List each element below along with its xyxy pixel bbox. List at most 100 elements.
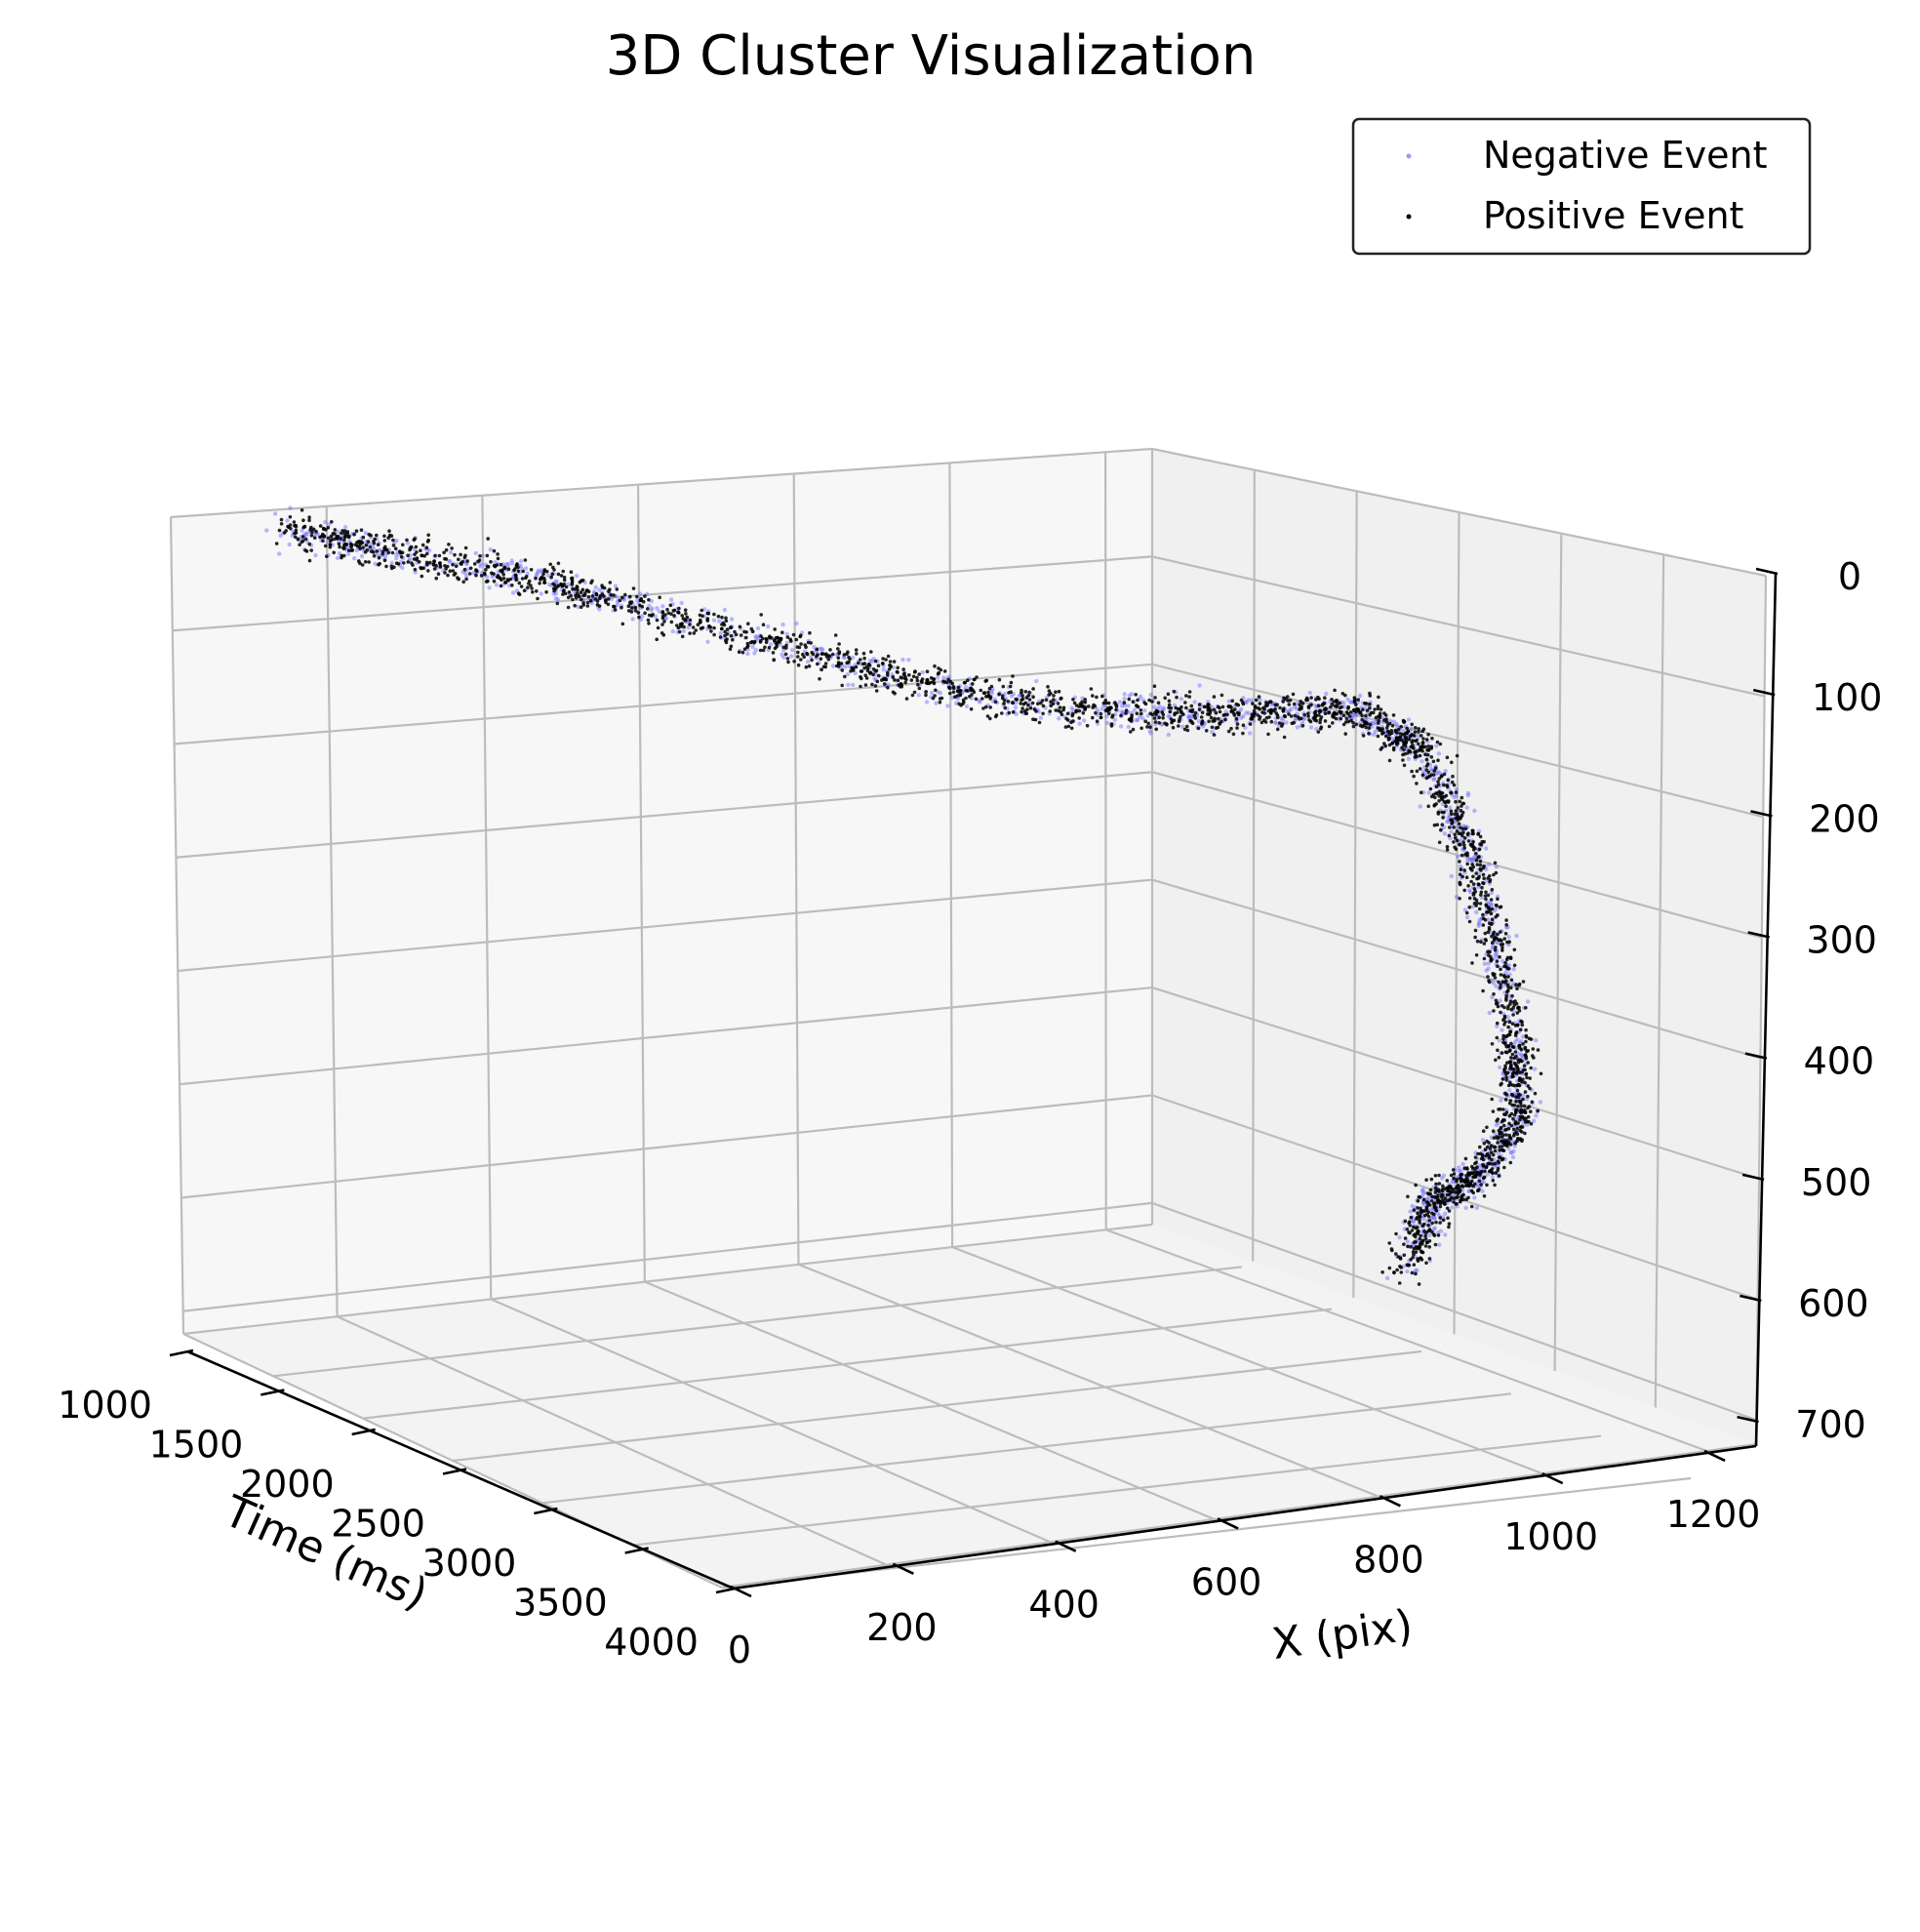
positive-event-point xyxy=(1438,1221,1442,1225)
negative-event-point xyxy=(755,636,761,641)
negative-event-point xyxy=(1009,694,1015,699)
y-tick-label: 300 xyxy=(1806,919,1877,962)
negative-event-point xyxy=(1472,1195,1477,1200)
positive-event-point xyxy=(1504,1078,1508,1082)
positive-event-point xyxy=(1512,1003,1517,1007)
positive-event-point xyxy=(1465,1176,1469,1181)
positive-event-point xyxy=(1482,956,1487,961)
x-axis-label: X (pix) xyxy=(1269,1600,1416,1670)
negative-event-point xyxy=(1432,1216,1438,1222)
positive-event-point xyxy=(1065,711,1070,716)
positive-event-point xyxy=(1074,708,1079,712)
positive-event-point xyxy=(503,581,507,584)
negative-event-point xyxy=(1490,902,1495,907)
positive-event-point xyxy=(786,660,790,664)
positive-event-point xyxy=(1313,715,1317,719)
positive-event-point xyxy=(1163,696,1167,701)
positive-event-point xyxy=(1039,701,1043,705)
positive-event-point xyxy=(1407,1221,1411,1226)
positive-event-point xyxy=(1060,696,1063,701)
positive-event-point xyxy=(1478,863,1483,867)
positive-event-point xyxy=(1275,727,1280,732)
negative-event-point xyxy=(1454,793,1459,798)
positive-event-point xyxy=(1398,1265,1402,1268)
positive-event-point xyxy=(1477,1179,1482,1184)
positive-event-point xyxy=(1257,695,1261,699)
positive-event-point xyxy=(1456,806,1460,810)
positive-event-point xyxy=(1389,1247,1394,1251)
positive-event-point xyxy=(1437,777,1442,781)
positive-event-point xyxy=(1169,717,1174,721)
positive-event-point xyxy=(1484,903,1488,907)
positive-event-point xyxy=(1291,692,1296,697)
positive-event-point xyxy=(620,605,623,610)
positive-event-point xyxy=(932,681,937,686)
positive-event-point xyxy=(1508,1080,1512,1084)
positive-event-point xyxy=(1129,716,1133,720)
positive-event-point xyxy=(442,550,446,555)
positive-event-point xyxy=(1438,1204,1443,1209)
positive-event-point xyxy=(699,626,703,630)
positive-event-point xyxy=(1426,1200,1430,1205)
positive-event-point xyxy=(1491,972,1495,976)
positive-event-point xyxy=(483,573,487,577)
negative-event-point xyxy=(755,625,761,631)
positive-event-point xyxy=(1513,1109,1518,1114)
positive-event-point xyxy=(1499,983,1502,986)
positive-event-point xyxy=(1184,705,1188,710)
positive-event-point xyxy=(912,669,917,674)
positive-event-point xyxy=(1500,948,1504,952)
positive-event-point xyxy=(1520,1139,1524,1144)
positive-event-point xyxy=(854,648,859,652)
positive-event-point xyxy=(1409,1245,1413,1249)
positive-event-point xyxy=(1376,706,1380,711)
positive-event-point xyxy=(1517,1070,1522,1074)
positive-event-point xyxy=(1439,827,1443,832)
negative-event-point xyxy=(1384,1275,1390,1281)
positive-event-point xyxy=(729,633,734,638)
positive-event-point xyxy=(1033,717,1038,722)
positive-event-point xyxy=(1513,999,1517,1003)
negative-event-point xyxy=(277,551,282,556)
positive-event-point xyxy=(1501,1036,1505,1041)
negative-event-point xyxy=(1466,888,1472,893)
positive-event-point xyxy=(660,631,664,635)
negative-event-point xyxy=(1238,706,1244,712)
positive-event-point xyxy=(1447,833,1452,838)
positive-event-point xyxy=(1187,690,1192,694)
positive-event-point xyxy=(1308,719,1313,724)
positive-event-point xyxy=(1188,708,1193,713)
negative-event-point xyxy=(278,533,283,539)
positive-event-point xyxy=(1153,720,1158,724)
time-tick-label: 1000 xyxy=(58,1384,152,1427)
positive-event-point xyxy=(1458,799,1461,804)
negative-event-point xyxy=(1126,724,1132,730)
grid-line-time-side xyxy=(1352,491,1358,1299)
positive-event-point xyxy=(1459,1180,1463,1184)
positive-event-point xyxy=(1496,913,1500,917)
negative-event-point xyxy=(1353,713,1359,718)
grid-line-time-side xyxy=(1252,469,1256,1262)
positive-event-point xyxy=(1520,1070,1524,1074)
negative-event-point xyxy=(868,659,873,664)
positive-event-point xyxy=(478,554,482,558)
positive-event-point xyxy=(412,557,417,561)
positive-event-point xyxy=(723,633,727,638)
positive-event-point xyxy=(1216,716,1220,721)
positive-event-point xyxy=(1501,1123,1506,1128)
positive-event-point xyxy=(792,660,796,664)
positive-event-point xyxy=(562,575,567,580)
positive-event-point xyxy=(1318,727,1323,731)
positive-event-point xyxy=(748,640,753,645)
positive-event-point xyxy=(1453,812,1457,817)
positive-event-point xyxy=(555,601,560,606)
positive-event-point xyxy=(900,684,903,689)
positive-event-point xyxy=(1509,1041,1513,1046)
positive-event-point xyxy=(1493,1183,1497,1187)
positive-event-point xyxy=(1457,822,1461,825)
positive-event-point xyxy=(1513,1033,1518,1037)
negative-event-point xyxy=(1247,731,1253,736)
positive-event-point xyxy=(1523,1053,1528,1057)
positive-event-point xyxy=(1220,693,1224,698)
positive-event-point xyxy=(1414,1250,1419,1254)
